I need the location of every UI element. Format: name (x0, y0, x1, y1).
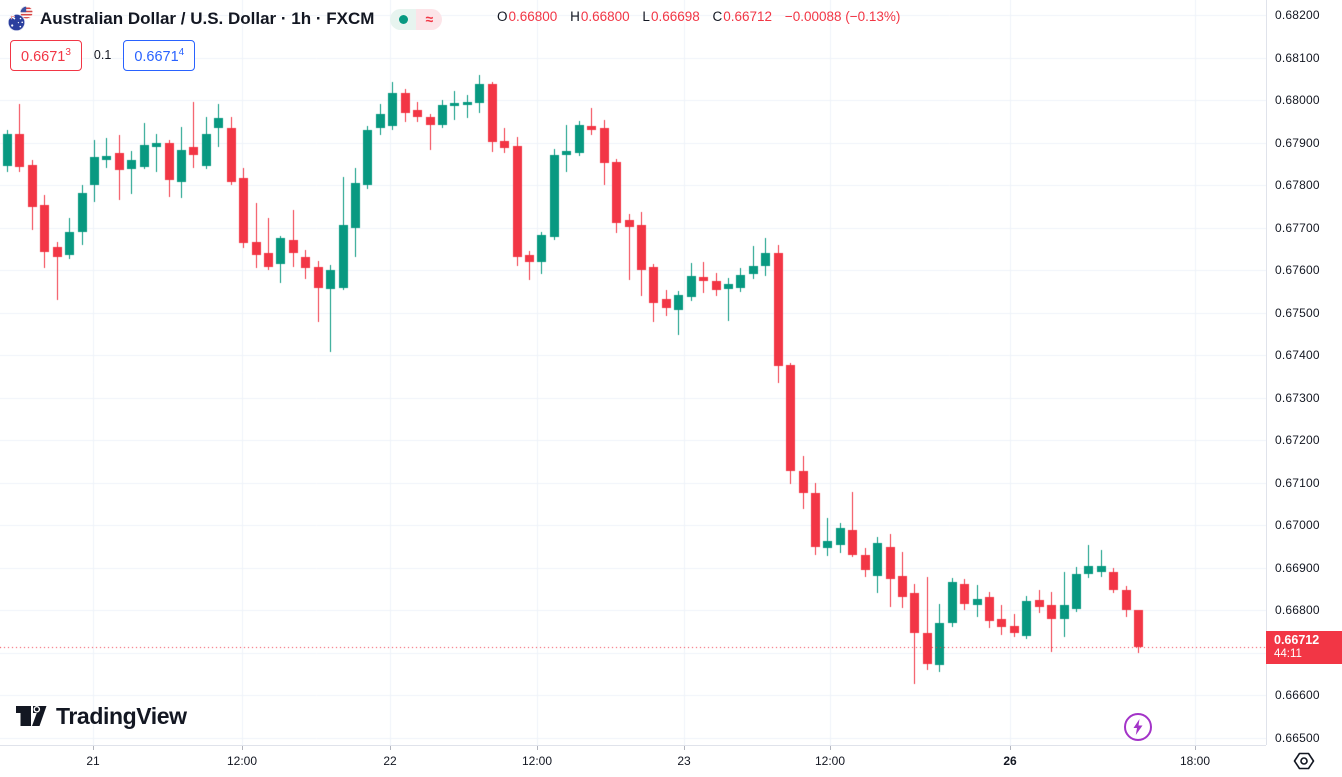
australia-flag-icon (8, 14, 25, 31)
time-axis[interactable]: 21 12:00 22 12:00 23 12:00 26 18:00 (0, 745, 1342, 777)
time-axis-label: 22 (383, 754, 397, 768)
approx-icon: ≈ (425, 11, 434, 27)
price-axis-label: 0.66900 (1275, 560, 1320, 575)
time-axis-label: 12:00 (521, 754, 553, 768)
tradingview-logo-text: TradingView (56, 702, 187, 729)
ask-button[interactable]: 0.66714 (123, 40, 196, 71)
hexagon-eye-icon[interactable] (1292, 751, 1316, 771)
low-value: 0.66698 (650, 9, 700, 24)
time-axis-label: 12:00 (814, 754, 846, 768)
price-axis-label: 0.66800 (1275, 603, 1320, 617)
time-axis-label: 26 (1003, 754, 1017, 768)
time-axis-tick (684, 746, 685, 750)
ask-value: 0.6671 (134, 48, 179, 65)
last-price-value: 0.66712 (1274, 633, 1320, 648)
candlestick-chart-canvas[interactable] (0, 0, 1266, 745)
last-price-label: 0.66712 44:11 (1266, 631, 1342, 665)
quote-row: 0.66713 0.1 0.66714 (10, 40, 196, 71)
close-value: 0.66712 (723, 9, 773, 24)
ask-pip-digit: 4 (178, 47, 185, 58)
time-axis-tick (1010, 746, 1011, 750)
price-axis-label: 0.67700 (1275, 220, 1320, 235)
price-axis-label: 0.67300 (1275, 390, 1320, 405)
time-axis-tick (242, 746, 243, 750)
price-axis-label: 0.68100 (1275, 50, 1320, 65)
time-axis-label: 23 (677, 754, 691, 768)
price-axis-label: 0.66600 (1275, 688, 1320, 702)
market-open-indicator[interactable] (390, 8, 417, 30)
tradingview-mark-icon (16, 706, 47, 726)
price-axis[interactable]: 0.68200 0.68100 0.68000 0.67900 0.67800 0.677… (1266, 0, 1342, 745)
time-axis-label: 18:00 (1179, 754, 1211, 768)
time-axis-label: 21 (86, 754, 100, 768)
price-axis-label: 0.68200 (1275, 8, 1320, 22)
market-open-dot-icon (398, 14, 408, 24)
ohlc-readout: O0.66800 H0.66800 L0.66698 C0.66712 −0.0… (497, 9, 900, 24)
axis-corner[interactable] (1266, 745, 1342, 777)
symbol-header[interactable]: Australian Dollar / U.S. Dollar · 1h · F… (8, 6, 443, 32)
time-axis-label: 12:00 (226, 754, 258, 768)
lightning-icon (1124, 713, 1152, 741)
price-axis-label: 0.67400 (1275, 348, 1320, 362)
price-axis-label: 0.66500 (1275, 730, 1320, 745)
time-axis-tick (537, 746, 538, 750)
price-axis-label: 0.67600 (1275, 263, 1320, 277)
delayed-data-indicator[interactable]: ≈ (416, 8, 443, 30)
us-flag-icon (20, 6, 33, 19)
price-axis-label: 0.67500 (1275, 305, 1320, 320)
symbol-title[interactable]: Australian Dollar / U.S. Dollar · 1h · F… (40, 9, 375, 28)
change-value: −0.00088 (−0.13%) (784, 9, 901, 24)
price-axis-label: 0.67800 (1275, 178, 1320, 192)
close-label: C (712, 9, 723, 24)
open-label: O (497, 9, 508, 24)
price-axis-label: 0.67100 (1275, 475, 1320, 490)
market-status-pills[interactable]: ≈ (390, 8, 443, 30)
low-label: L (642, 9, 650, 24)
bid-button[interactable]: 0.66713 (10, 40, 82, 71)
lightning-button[interactable] (1122, 711, 1154, 743)
open-value: 0.66800 (508, 9, 558, 24)
audusd-flags-icon (8, 6, 34, 32)
time-axis-tick (93, 746, 94, 750)
time-axis-tick (830, 746, 831, 750)
price-axis-label: 0.67900 (1275, 135, 1320, 150)
high-label: H (570, 9, 580, 24)
high-value: 0.66800 (580, 9, 630, 24)
bid-value: 0.6671 (21, 48, 66, 65)
price-axis-label: 0.67200 (1275, 433, 1320, 447)
price-axis-label: 0.68000 (1275, 93, 1320, 107)
price-axis-label: 0.67000 (1275, 518, 1320, 532)
spread-value: 0.1 (93, 48, 112, 63)
time-axis-tick (1195, 746, 1196, 750)
countdown-timer: 44:11 (1274, 648, 1302, 661)
time-axis-tick (390, 746, 391, 750)
bid-pip-digit: 3 (65, 47, 71, 58)
tradingview-logo[interactable]: TradingView (16, 702, 187, 730)
